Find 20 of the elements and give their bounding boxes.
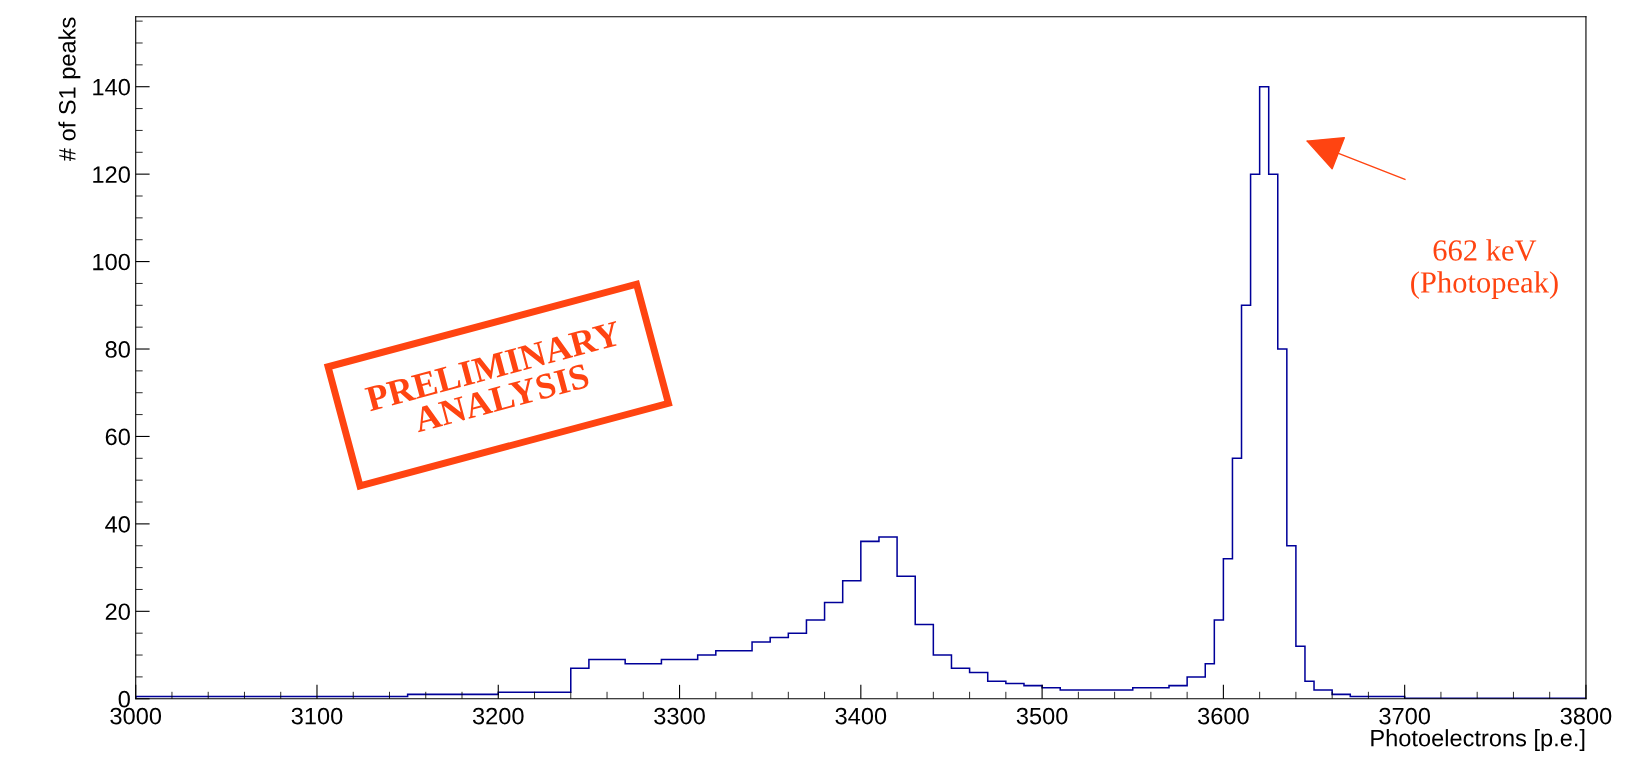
y-tick-label: 80 [105, 341, 130, 358]
x-axis-title: Photoelectrons [p.e.] [1371, 729, 1585, 752]
x-tick-label: 3000 [110, 707, 162, 725]
y-tick-label: 120 [93, 166, 130, 183]
x-tick-label: 3200 [472, 707, 524, 725]
x-tick-label: 3800 [1560, 707, 1612, 725]
y-tick-label: 60 [105, 428, 130, 446]
x-tick-label: 3100 [291, 707, 343, 725]
y-tick-label: 20 [105, 603, 130, 621]
y-tick-label: 0 [118, 690, 130, 708]
x-tick-label: 3700 [1379, 707, 1431, 725]
x-tick-label: 3400 [835, 707, 887, 725]
x-tick-label: 3500 [1016, 707, 1068, 725]
x-tick-label: 3600 [1198, 707, 1249, 725]
y-tick-label: 40 [105, 515, 130, 533]
x-tick-label: 3300 [654, 707, 705, 725]
annotation: 662 keV (Photopeak) [1411, 239, 1558, 299]
y-axis-title: # of S1 peaks [58, 17, 81, 162]
y-tick-label: 100 [93, 253, 130, 271]
y-tick-label: 140 [93, 78, 130, 96]
